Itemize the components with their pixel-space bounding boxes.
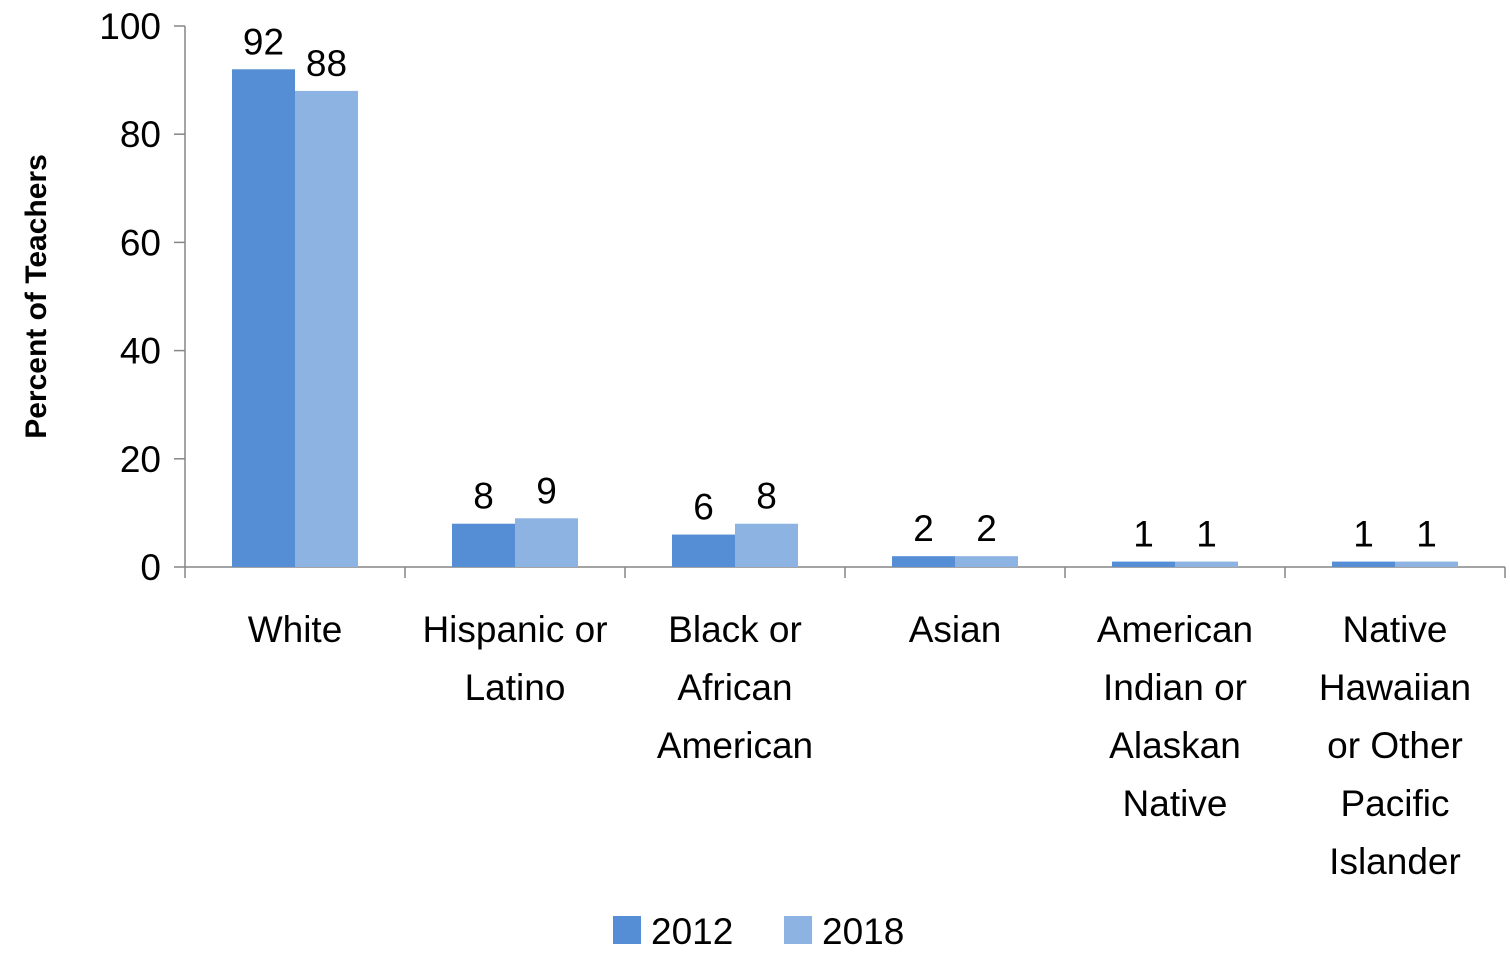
bar-2012 [672,534,735,567]
legend: 2012 2018 [613,911,904,952]
x-category-label-line: Pacific [1341,783,1450,824]
x-category-label-line: American [1097,609,1253,650]
y-tick-label: 0 [140,547,161,588]
bar-2018 [1175,561,1238,567]
x-category-label-line: Latino [465,667,566,708]
x-category-label: Asian [909,609,1002,650]
x-category-label-line: White [248,609,343,650]
data-label: 1 [1196,514,1217,555]
x-category-label-line: Asian [909,609,1002,650]
legend-swatch-2012 [613,916,641,944]
data-label: 2 [913,508,934,549]
y-tick-label: 40 [120,331,161,372]
data-label: 6 [693,487,714,528]
bar-2018 [955,556,1018,567]
data-label: 1 [1416,514,1437,555]
bars [232,69,1458,568]
x-category-label-line: American [657,725,813,766]
bar-2012 [892,556,955,567]
bar-2012 [1332,561,1395,567]
x-category-label-line: Native [1343,609,1448,650]
x-category-label: Hispanic or Latino [422,609,607,708]
x-category-label-line: Hispanic or [422,609,607,650]
legend-label: 2018 [822,911,904,952]
data-label: 1 [1133,514,1154,555]
x-category-label-line: Islander [1329,841,1461,882]
data-label: 88 [306,43,347,84]
data-label: 8 [756,476,777,517]
legend-label: 2012 [651,911,733,952]
bar-2018 [735,523,798,567]
y-tick-label: 20 [120,439,161,480]
y-tick-label: 100 [99,6,161,47]
data-label: 8 [473,476,494,517]
y-axis-title: Percent of Teachers [20,154,53,439]
x-category-label-line: Indian or [1103,667,1247,708]
y-tick-label: 60 [120,222,161,263]
data-label: 1 [1353,514,1374,555]
x-category-label-line: Alaskan [1109,725,1241,766]
data-label: 9 [536,470,557,511]
bar-2012 [232,69,295,567]
x-category-label: Black or African American [657,609,813,766]
x-category-label-line: Native [1123,783,1228,824]
y-tick-label: 80 [120,114,161,155]
data-labels: 92 8 6 2 1 1 88 9 8 2 1 1 [243,21,1437,554]
bar-2018 [295,90,358,568]
bar-2018 [1395,561,1458,567]
bar-2012 [1112,561,1175,567]
legend-swatch-2018 [784,916,812,944]
x-category-label-line: African [677,667,792,708]
bar-2012 [452,523,515,567]
x-category-label: American Indian or Alaskan Native [1097,609,1253,824]
x-category-label: White [248,609,343,650]
x-category-label-line: Hawaiian [1319,667,1471,708]
x-category-label-line: Black or [668,609,802,650]
axes: 0 20 40 60 80 100 White Hispanic or Latino Black … [20,6,1506,882]
x-category-label-line: or Other [1327,725,1463,766]
data-label: 2 [976,508,997,549]
data-label: 92 [243,21,284,62]
bar-2018 [515,518,578,567]
x-category-label: Native Hawaiian or Other Pacific Islander [1319,609,1471,882]
